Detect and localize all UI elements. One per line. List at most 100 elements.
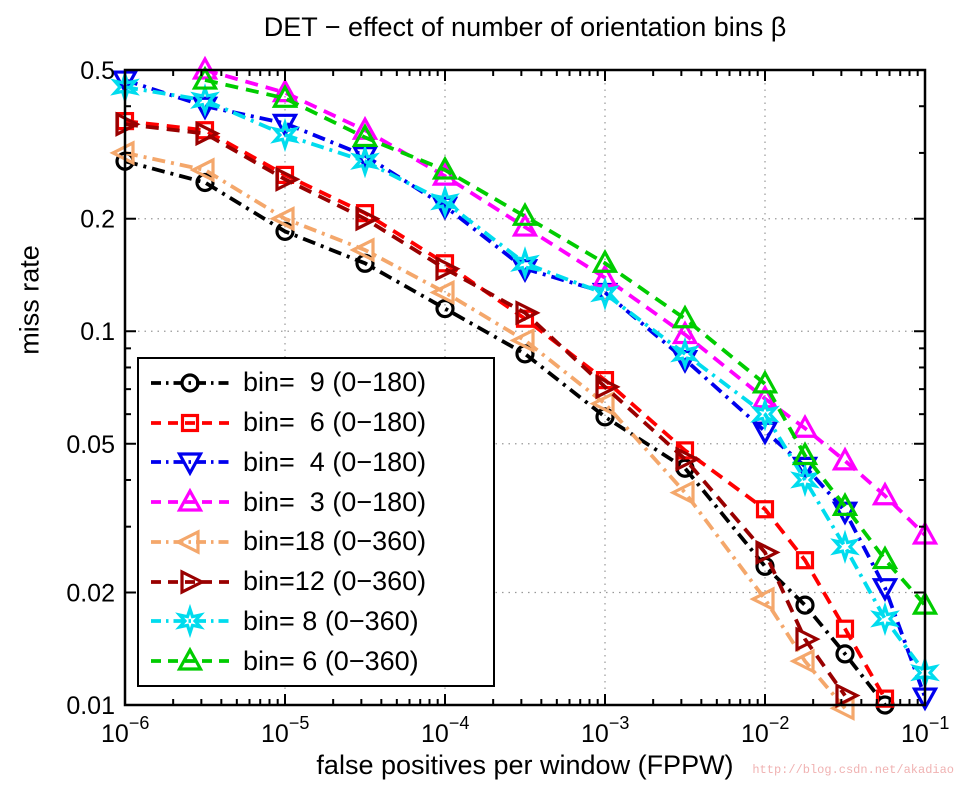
marker-circle xyxy=(180,373,200,393)
legend-marker-triangle-up xyxy=(151,487,229,512)
series-bin12-0-360 xyxy=(115,111,861,709)
marker-triangle-up xyxy=(351,123,379,148)
legend-item: bin= 9 (0−180) xyxy=(149,364,493,402)
marker-triangle-right xyxy=(515,300,541,326)
legend-marker-circle xyxy=(151,373,229,393)
marker-triangle-up xyxy=(191,65,219,90)
y-tick-label: 0.05 xyxy=(66,431,115,459)
legend-label: bin= 3 (0−180) xyxy=(243,486,427,517)
marker-square xyxy=(835,619,855,638)
legend-label: bin=12 (0−360) xyxy=(243,566,427,597)
chart-title: DET − effect of number of orientation bi… xyxy=(263,12,787,42)
marker-triangle-up xyxy=(271,83,299,108)
marker-triangle-down xyxy=(191,96,219,121)
marker-hexagram xyxy=(750,396,780,432)
marker-triangle-up xyxy=(271,78,299,103)
curve-bin18-0-360 xyxy=(124,151,847,710)
x-tick-label: 10−2 xyxy=(741,713,789,748)
marker-triangle-right xyxy=(195,120,221,147)
legend-item: bin= 6 (0−180) xyxy=(149,404,493,442)
curve-bin3-0-180 xyxy=(204,68,927,537)
marker-triangle-right xyxy=(435,256,461,282)
marker-triangle-up xyxy=(431,155,459,180)
marker-circle xyxy=(435,298,455,319)
curve-bin8-0-360 xyxy=(124,85,927,674)
marker-hexagram xyxy=(790,462,820,498)
marker-triangle-right xyxy=(755,539,781,566)
watermark: http://blog.csdn.net/akadiao xyxy=(752,763,954,777)
marker-triangle-up xyxy=(831,446,859,471)
marker-triangle-up xyxy=(751,369,779,394)
legend-label: bin= 8 (0−360) xyxy=(243,605,419,636)
marker-hexagram xyxy=(190,83,220,118)
marker-triangle-left xyxy=(509,327,535,354)
marker-triangle-up xyxy=(791,441,819,466)
marker-triangle-left xyxy=(749,586,775,612)
marker-triangle-up xyxy=(191,55,219,80)
legend-label: bin= 6 (0−180) xyxy=(243,407,427,438)
curves xyxy=(109,55,940,721)
y-tick-label: 0.02 xyxy=(66,579,115,607)
marker-triangle-left xyxy=(429,279,455,306)
marker-triangle-left xyxy=(269,206,295,232)
marker-square xyxy=(180,413,200,432)
legend-marker-hexagram xyxy=(151,604,229,639)
legend-item: bin= 3 (0−180) xyxy=(149,483,493,521)
legend-label: bin=18 (0−360) xyxy=(243,526,427,557)
marker-hexagram xyxy=(270,117,300,153)
marker-hexagram xyxy=(830,529,860,564)
x-tick-label: 10−1 xyxy=(901,713,949,748)
y-axis-label: miss rate xyxy=(14,245,45,355)
curve-bin6-0-180 xyxy=(124,119,887,700)
x-tick-label: 10−4 xyxy=(421,713,469,748)
marker-triangle-up xyxy=(671,304,699,329)
series-bin18-0-360 xyxy=(109,140,855,721)
y-tick-label: 0.01 xyxy=(66,692,115,720)
marker-hexagram xyxy=(430,184,460,219)
marker-hexagram xyxy=(175,604,205,639)
legend-item: bin= 6 (0−360) xyxy=(149,642,493,680)
plot-box xyxy=(123,68,927,707)
y-tick-label: 0.1 xyxy=(80,318,115,346)
marker-hexagram xyxy=(870,601,900,637)
marker-triangle-down xyxy=(176,452,204,477)
legend-item: bin= 4 (0−180) xyxy=(149,443,493,481)
marker-triangle-up xyxy=(791,413,819,438)
curve-bin9-0-180 xyxy=(124,159,887,707)
marker-hexagram xyxy=(590,276,620,311)
marker-hexagram xyxy=(350,144,380,179)
marker-hexagram xyxy=(670,336,700,372)
marker-hexagram xyxy=(510,246,540,281)
marker-triangle-right xyxy=(180,569,206,595)
x-tick-label: 10−6 xyxy=(101,713,149,748)
legend-marker-triangle-right xyxy=(151,569,229,595)
marker-triangle-up xyxy=(176,487,204,512)
marker-triangle-right xyxy=(675,446,701,472)
legend-marker-triangle-left xyxy=(151,529,229,555)
marker-triangle-left xyxy=(174,529,200,555)
marker-triangle-down xyxy=(271,113,299,138)
marker-triangle-up xyxy=(831,492,859,516)
marker-triangle-down xyxy=(511,259,539,284)
axes xyxy=(123,68,927,707)
legend: bin= 9 (0−180) bin= 6 (0−180) bin= 4 (0−18… xyxy=(137,357,495,687)
x-tick-label: 10−5 xyxy=(261,713,309,748)
x-tick-label: 10−3 xyxy=(581,713,629,748)
marker-square xyxy=(795,551,815,570)
marker-triangle-right xyxy=(355,206,381,232)
marker-triangle-up xyxy=(871,545,899,570)
marker-triangle-left xyxy=(589,391,615,417)
legend-marker-triangle-up xyxy=(151,646,229,671)
marker-circle xyxy=(795,595,815,615)
legend-item: bin= 8 (0−360) xyxy=(149,602,493,640)
y-tick-label: 0.5 xyxy=(80,57,115,85)
marker-triangle-up xyxy=(511,202,539,226)
marker-triangle-down xyxy=(871,578,899,602)
legend-marker-square xyxy=(151,413,229,432)
marker-square xyxy=(755,500,775,519)
marker-triangle-left xyxy=(349,237,375,263)
marker-triangle-right xyxy=(115,111,141,137)
marker-triangle-right xyxy=(595,374,621,400)
